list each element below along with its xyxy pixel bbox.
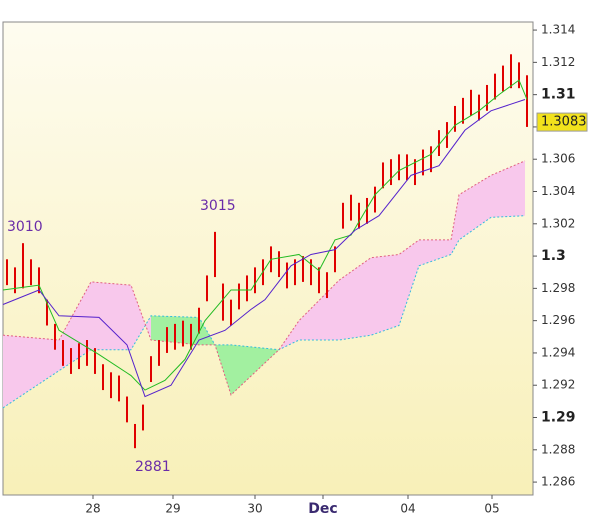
x-tick-label: 04 xyxy=(400,502,415,516)
cloud-segment xyxy=(3,335,59,408)
x-tick-label: 29 xyxy=(165,502,180,516)
cloud-segment xyxy=(299,280,339,341)
annotation: 3015 xyxy=(200,198,236,214)
y-tick-label: 1.292 xyxy=(541,378,575,392)
cloud-segment xyxy=(451,194,459,255)
cloud-segment xyxy=(459,175,491,240)
x-tick-label: 05 xyxy=(484,502,499,516)
cloud-segment xyxy=(491,160,525,218)
y-tick-label: 1.294 xyxy=(541,345,575,359)
last-price-label: 1.3083 xyxy=(541,115,587,130)
cloud-edge xyxy=(2,160,526,396)
cloud-segment xyxy=(371,254,399,336)
cloud-segment xyxy=(399,239,419,326)
cloud-segment xyxy=(131,285,151,350)
y-tick-label: 1.304 xyxy=(541,184,575,198)
cloud-segment xyxy=(59,281,91,371)
y-tick-label: 1.296 xyxy=(541,313,575,327)
y-tick-label: 1.314 xyxy=(541,23,575,37)
last-price-box xyxy=(536,112,588,132)
cloud-edge xyxy=(2,215,526,409)
annotation: 3010 xyxy=(7,219,43,235)
x-tick-label: Dec xyxy=(308,501,337,517)
y-tick-label: 1.288 xyxy=(541,442,575,456)
y-tick-label: 1.302 xyxy=(541,216,575,230)
cloud-segment xyxy=(419,239,451,266)
x-tick-label: 30 xyxy=(247,502,262,516)
cloud-segment xyxy=(339,257,371,341)
y-tick-label: 1.298 xyxy=(541,281,575,295)
x-tick-label: 28 xyxy=(85,502,100,516)
kijun-line xyxy=(2,99,526,398)
cloud-segment xyxy=(231,344,279,395)
y-tick-label: 1.29 xyxy=(541,410,576,426)
y-tick-label: 1.31 xyxy=(541,87,576,103)
tenkan-line xyxy=(2,79,528,391)
y-tick-label: 1.312 xyxy=(541,55,575,69)
annotation: 2881 xyxy=(135,459,171,475)
y-tick-label: 1.306 xyxy=(541,152,575,166)
y-tick-label: 1.3 xyxy=(541,248,566,264)
cloud-segment xyxy=(91,281,131,350)
y-tick-label: 1.286 xyxy=(541,475,575,489)
plot-area xyxy=(2,21,534,496)
